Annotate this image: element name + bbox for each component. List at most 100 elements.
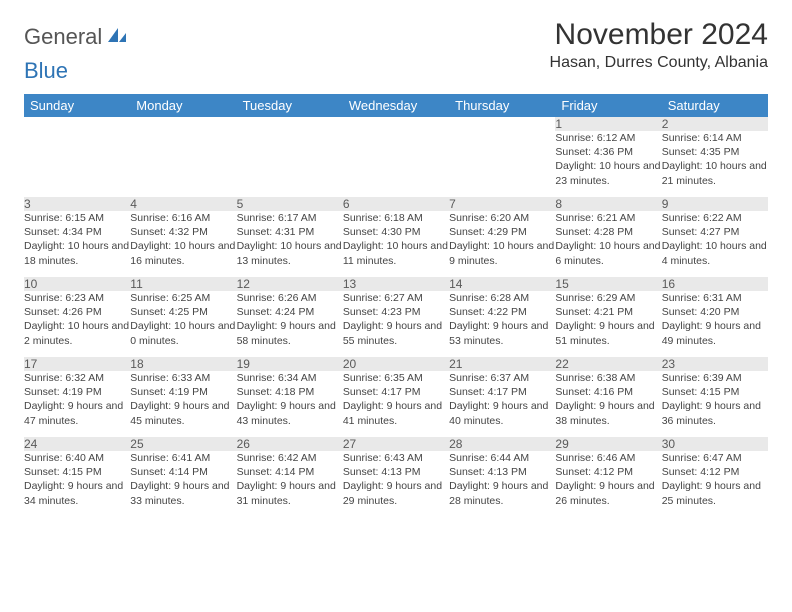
sunset-text: Sunset: 4:22 PM (449, 305, 555, 319)
day-number-cell: 14 (449, 277, 555, 291)
sunrise-text: Sunrise: 6:28 AM (449, 291, 555, 305)
daylight-text: Daylight: 9 hours and 25 minutes. (662, 479, 768, 507)
sunset-text: Sunset: 4:25 PM (130, 305, 236, 319)
sunrise-text: Sunrise: 6:22 AM (662, 211, 768, 225)
sunset-text: Sunset: 4:15 PM (24, 465, 130, 479)
day-content-cell: Sunrise: 6:28 AMSunset: 4:22 PMDaylight:… (449, 291, 555, 357)
day-content-cell: Sunrise: 6:43 AMSunset: 4:13 PMDaylight:… (343, 451, 449, 517)
day-number-cell (449, 117, 555, 131)
sunset-text: Sunset: 4:27 PM (662, 225, 768, 239)
day-number-cell (24, 117, 130, 131)
sunset-text: Sunset: 4:12 PM (662, 465, 768, 479)
week-daynum-row: 3456789 (24, 197, 768, 211)
day-number-cell: 24 (24, 437, 130, 451)
day-number-cell: 3 (24, 197, 130, 211)
daylight-text: Daylight: 9 hours and 58 minutes. (237, 319, 343, 347)
daylight-text: Daylight: 9 hours and 53 minutes. (449, 319, 555, 347)
daylight-text: Daylight: 9 hours and 43 minutes. (237, 399, 343, 427)
sunrise-text: Sunrise: 6:20 AM (449, 211, 555, 225)
day-number-cell: 11 (130, 277, 236, 291)
col-monday: Monday (130, 94, 236, 117)
day-content-cell: Sunrise: 6:17 AMSunset: 4:31 PMDaylight:… (237, 211, 343, 277)
day-content-cell (130, 131, 236, 197)
day-content-cell: Sunrise: 6:46 AMSunset: 4:12 PMDaylight:… (555, 451, 661, 517)
sunset-text: Sunset: 4:21 PM (555, 305, 661, 319)
location: Hasan, Durres County, Albania (550, 54, 768, 72)
col-wednesday: Wednesday (343, 94, 449, 117)
sunrise-text: Sunrise: 6:44 AM (449, 451, 555, 465)
sunset-text: Sunset: 4:15 PM (662, 385, 768, 399)
day-number-cell: 8 (555, 197, 661, 211)
sunset-text: Sunset: 4:32 PM (130, 225, 236, 239)
sunset-text: Sunset: 4:12 PM (555, 465, 661, 479)
day-number-cell (130, 117, 236, 131)
day-number-cell: 2 (662, 117, 768, 131)
day-number-cell: 30 (662, 437, 768, 451)
sunrise-text: Sunrise: 6:32 AM (24, 371, 130, 385)
sunrise-text: Sunrise: 6:12 AM (555, 131, 661, 145)
daylight-text: Daylight: 10 hours and 4 minutes. (662, 239, 768, 267)
sunrise-text: Sunrise: 6:16 AM (130, 211, 236, 225)
day-number-cell: 25 (130, 437, 236, 451)
sunrise-text: Sunrise: 6:34 AM (237, 371, 343, 385)
daylight-text: Daylight: 10 hours and 2 minutes. (24, 319, 130, 347)
daylight-text: Daylight: 9 hours and 51 minutes. (555, 319, 661, 347)
day-content-cell: Sunrise: 6:44 AMSunset: 4:13 PMDaylight:… (449, 451, 555, 517)
sunset-text: Sunset: 4:23 PM (343, 305, 449, 319)
daylight-text: Daylight: 9 hours and 55 minutes. (343, 319, 449, 347)
daylight-text: Daylight: 9 hours and 31 minutes. (237, 479, 343, 507)
week-content-row: Sunrise: 6:23 AMSunset: 4:26 PMDaylight:… (24, 291, 768, 357)
sunset-text: Sunset: 4:19 PM (130, 385, 236, 399)
day-number-cell: 23 (662, 357, 768, 371)
daylight-text: Daylight: 9 hours and 45 minutes. (130, 399, 236, 427)
title-block: November 2024 Hasan, Durres County, Alba… (550, 18, 768, 72)
logo-word2: Blue (24, 58, 68, 84)
daylight-text: Daylight: 9 hours and 34 minutes. (24, 479, 130, 507)
day-number-cell (237, 117, 343, 131)
day-content-cell: Sunrise: 6:29 AMSunset: 4:21 PMDaylight:… (555, 291, 661, 357)
month-title: November 2024 (550, 18, 768, 52)
daylight-text: Daylight: 10 hours and 0 minutes. (130, 319, 236, 347)
week-daynum-row: 10111213141516 (24, 277, 768, 291)
day-number-cell: 27 (343, 437, 449, 451)
sunrise-text: Sunrise: 6:21 AM (555, 211, 661, 225)
daylight-text: Daylight: 10 hours and 13 minutes. (237, 239, 343, 267)
day-content-cell: Sunrise: 6:18 AMSunset: 4:30 PMDaylight:… (343, 211, 449, 277)
sunrise-text: Sunrise: 6:14 AM (662, 131, 768, 145)
sunrise-text: Sunrise: 6:26 AM (237, 291, 343, 305)
sunset-text: Sunset: 4:13 PM (449, 465, 555, 479)
logo-word1: General (24, 24, 102, 50)
sunrise-text: Sunrise: 6:29 AM (555, 291, 661, 305)
day-content-cell (237, 131, 343, 197)
day-number-cell: 10 (24, 277, 130, 291)
sunset-text: Sunset: 4:24 PM (237, 305, 343, 319)
day-content-cell: Sunrise: 6:35 AMSunset: 4:17 PMDaylight:… (343, 371, 449, 437)
sunrise-text: Sunrise: 6:23 AM (24, 291, 130, 305)
sunset-text: Sunset: 4:35 PM (662, 145, 768, 159)
sunrise-text: Sunrise: 6:35 AM (343, 371, 449, 385)
daylight-text: Daylight: 9 hours and 47 minutes. (24, 399, 130, 427)
sunset-text: Sunset: 4:29 PM (449, 225, 555, 239)
week-content-row: Sunrise: 6:15 AMSunset: 4:34 PMDaylight:… (24, 211, 768, 277)
daylight-text: Daylight: 9 hours and 29 minutes. (343, 479, 449, 507)
col-thursday: Thursday (449, 94, 555, 117)
week-content-row: Sunrise: 6:32 AMSunset: 4:19 PMDaylight:… (24, 371, 768, 437)
day-number-cell: 15 (555, 277, 661, 291)
day-content-cell: Sunrise: 6:27 AMSunset: 4:23 PMDaylight:… (343, 291, 449, 357)
day-number-cell: 22 (555, 357, 661, 371)
sunrise-text: Sunrise: 6:37 AM (449, 371, 555, 385)
day-number-cell: 1 (555, 117, 661, 131)
col-tuesday: Tuesday (237, 94, 343, 117)
day-content-cell: Sunrise: 6:41 AMSunset: 4:14 PMDaylight:… (130, 451, 236, 517)
day-content-cell: Sunrise: 6:47 AMSunset: 4:12 PMDaylight:… (662, 451, 768, 517)
sunrise-text: Sunrise: 6:15 AM (24, 211, 130, 225)
day-content-cell (24, 131, 130, 197)
logo-sail-icon (106, 24, 128, 50)
col-friday: Friday (555, 94, 661, 117)
day-number-cell: 18 (130, 357, 236, 371)
sunset-text: Sunset: 4:36 PM (555, 145, 661, 159)
sunset-text: Sunset: 4:26 PM (24, 305, 130, 319)
sunrise-text: Sunrise: 6:43 AM (343, 451, 449, 465)
sunrise-text: Sunrise: 6:33 AM (130, 371, 236, 385)
day-content-cell: Sunrise: 6:22 AMSunset: 4:27 PMDaylight:… (662, 211, 768, 277)
